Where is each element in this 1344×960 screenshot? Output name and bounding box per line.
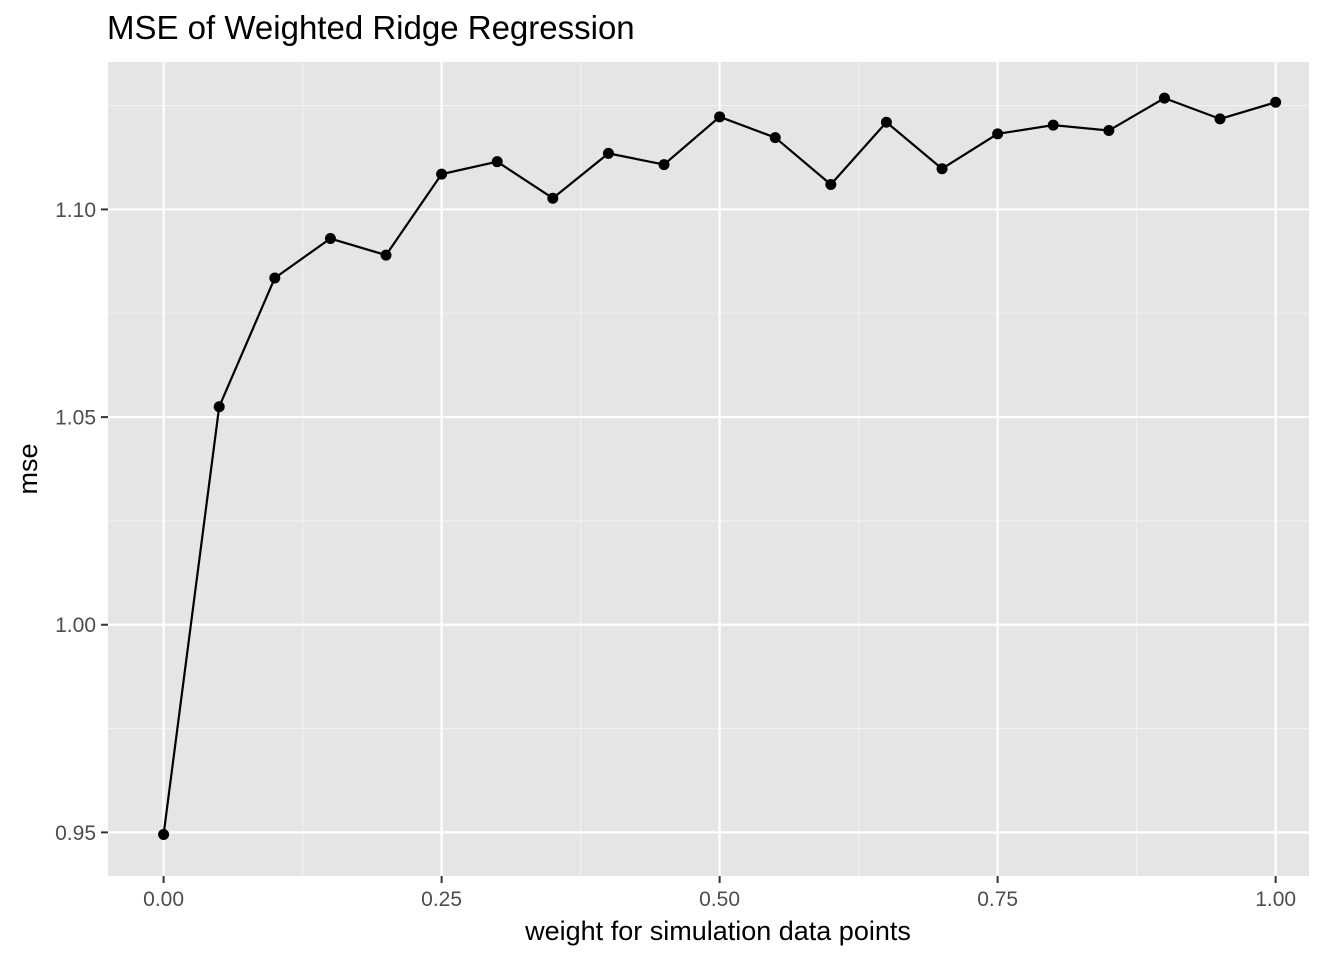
data-point bbox=[436, 168, 448, 180]
y-tick-label: 1.10 bbox=[55, 199, 96, 222]
y-tick-label: 1.00 bbox=[55, 614, 96, 637]
data-point bbox=[324, 233, 336, 245]
x-axis: 0.00 0.25 0.50 0.75 1.00 bbox=[143, 876, 1296, 911]
data-point bbox=[825, 179, 837, 191]
x-tick-label: 0.00 bbox=[143, 888, 184, 911]
data-point bbox=[158, 828, 170, 840]
x-tick-label: 0.25 bbox=[421, 888, 462, 911]
data-point bbox=[880, 116, 892, 128]
x-tick-label: 0.50 bbox=[699, 888, 740, 911]
data-point bbox=[1047, 119, 1059, 131]
data-series bbox=[158, 92, 1282, 840]
data-point bbox=[602, 147, 614, 159]
y-tick-label: 1.05 bbox=[55, 407, 96, 430]
data-point bbox=[658, 159, 670, 171]
data-point bbox=[714, 111, 726, 123]
x-tick-label: 0.75 bbox=[977, 888, 1018, 911]
plot-panel bbox=[108, 62, 1309, 876]
y-axis-label: mse bbox=[13, 443, 43, 494]
data-point bbox=[213, 401, 225, 413]
data-point bbox=[992, 128, 1004, 140]
data-point bbox=[1214, 113, 1226, 125]
data-point bbox=[936, 163, 948, 175]
minor-gridlines bbox=[108, 62, 1309, 876]
data-point bbox=[1270, 96, 1282, 108]
data-point bbox=[269, 272, 281, 284]
y-tick-label: 0.95 bbox=[55, 822, 96, 845]
data-point bbox=[769, 132, 781, 144]
data-point bbox=[380, 249, 392, 261]
y-axis: 0.95 1.00 1.05 1.10 bbox=[55, 199, 108, 845]
chart-title: MSE of Weighted Ridge Regression bbox=[107, 9, 635, 46]
data-point bbox=[1103, 125, 1115, 137]
major-gridlines bbox=[108, 62, 1309, 876]
data-point bbox=[1158, 92, 1170, 104]
data-point bbox=[547, 192, 559, 204]
x-axis-label: weight for simulation data points bbox=[524, 916, 911, 946]
data-point bbox=[491, 156, 503, 168]
x-tick-label: 1.00 bbox=[1255, 888, 1296, 911]
